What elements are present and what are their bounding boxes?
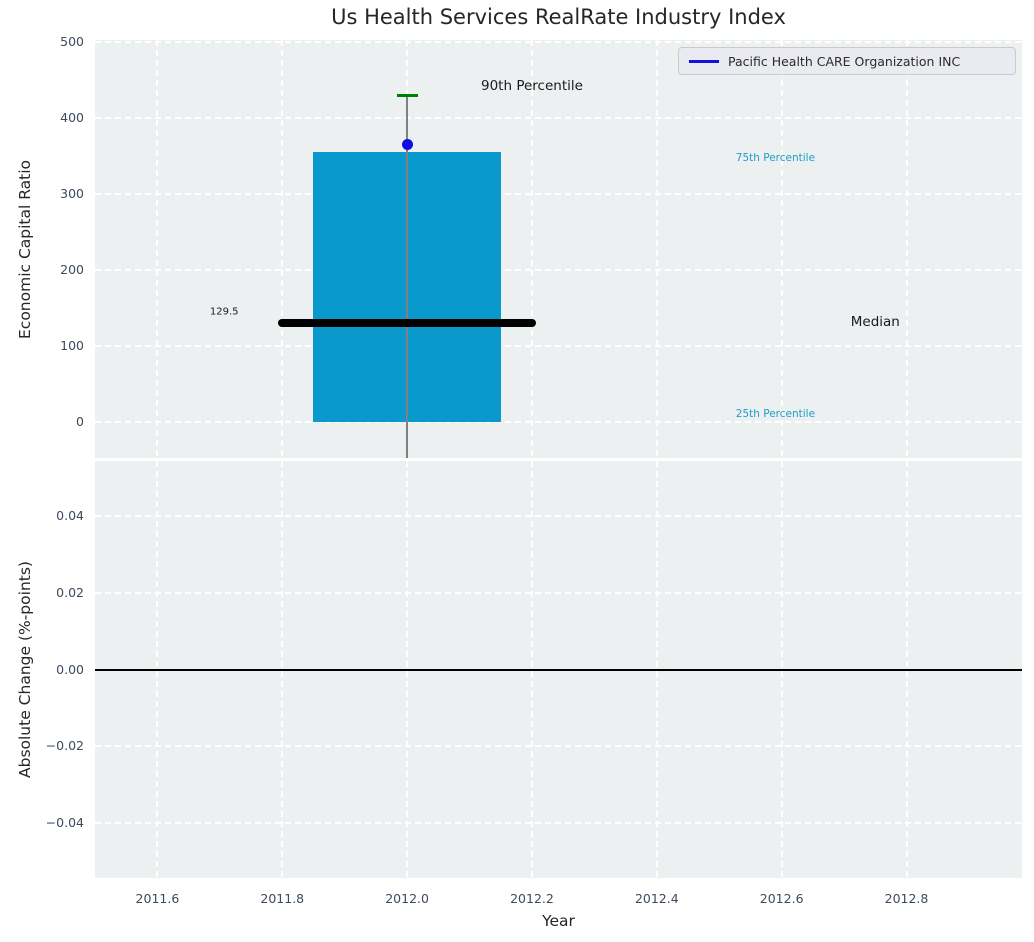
bottom-gridline-horizontal <box>95 822 1022 824</box>
annotation-25th-percentile: 25th Percentile <box>736 408 815 420</box>
bottom-plot-area <box>95 461 1022 878</box>
legend: Pacific Health CARE Organization INC <box>678 47 1016 75</box>
zero-line <box>95 669 1022 671</box>
x-tick-label: 2012.4 <box>635 890 679 908</box>
bottom-gridline-horizontal <box>95 592 1022 594</box>
bottom-y-tick-label: −0.04 <box>46 814 84 832</box>
top-gridline-horizontal <box>95 41 1022 43</box>
top-gridline-vertical <box>906 40 908 458</box>
top-y-tick-label: 0 <box>76 413 84 431</box>
top-plot-area <box>95 40 1022 458</box>
figure: Us Health Services RealRate Industry Ind… <box>0 0 1034 942</box>
legend-label: Pacific Health CARE Organization INC <box>728 54 960 69</box>
x-tick-label: 2012.8 <box>885 890 929 908</box>
x-tick-label: 2012.0 <box>385 890 429 908</box>
top-y-tick-label: 500 <box>60 33 84 51</box>
bottom-y-axis-label: Absolute Change (%-points) <box>16 461 42 878</box>
top-gridline-vertical <box>656 40 658 458</box>
x-tick-label: 2011.8 <box>260 890 304 908</box>
top-y-tick-label: 400 <box>60 109 84 127</box>
legend-line-sample-icon <box>689 60 719 63</box>
top-gridline-horizontal <box>95 117 1022 119</box>
percentile-90-marker <box>397 94 418 97</box>
top-y-tick-label: 100 <box>60 337 84 355</box>
bottom-gridline-horizontal <box>95 745 1022 747</box>
bottom-y-tick-label: 0.02 <box>56 584 84 602</box>
x-tick-label: 2011.6 <box>136 890 180 908</box>
bottom-y-tick-label: −0.02 <box>46 737 84 755</box>
top-gridline-horizontal <box>95 269 1022 271</box>
bottom-y-tick-label: 0.04 <box>56 507 84 525</box>
top-y-axis-label: Economic Capital Ratio <box>16 40 42 458</box>
bottom-y-tick-label: 0.00 <box>56 661 84 679</box>
company-data-point <box>402 139 413 150</box>
top-gridline-vertical <box>781 40 783 458</box>
top-gridline-horizontal <box>95 193 1022 195</box>
chart-title: Us Health Services RealRate Industry Ind… <box>95 5 1022 29</box>
annotation-75th-percentile: 75th Percentile <box>736 152 815 164</box>
median-line <box>278 319 536 327</box>
top-gridline-vertical <box>156 40 158 458</box>
top-gridline-horizontal <box>95 345 1022 347</box>
x-tick-label: 2012.6 <box>760 890 804 908</box>
annotation-median-value: 129.5 <box>210 306 239 317</box>
top-y-tick-label: 300 <box>60 185 84 203</box>
x-tick-label: 2012.2 <box>510 890 554 908</box>
x-axis-label: Year <box>95 912 1022 930</box>
annotation-90th-percentile: 90th Percentile <box>481 78 583 94</box>
top-gridline-vertical <box>531 40 533 458</box>
top-gridline-vertical <box>281 40 283 458</box>
annotation-median: Median <box>851 314 900 330</box>
bottom-gridline-horizontal <box>95 515 1022 517</box>
top-gridline-horizontal <box>95 421 1022 423</box>
top-y-tick-label: 200 <box>60 261 84 279</box>
